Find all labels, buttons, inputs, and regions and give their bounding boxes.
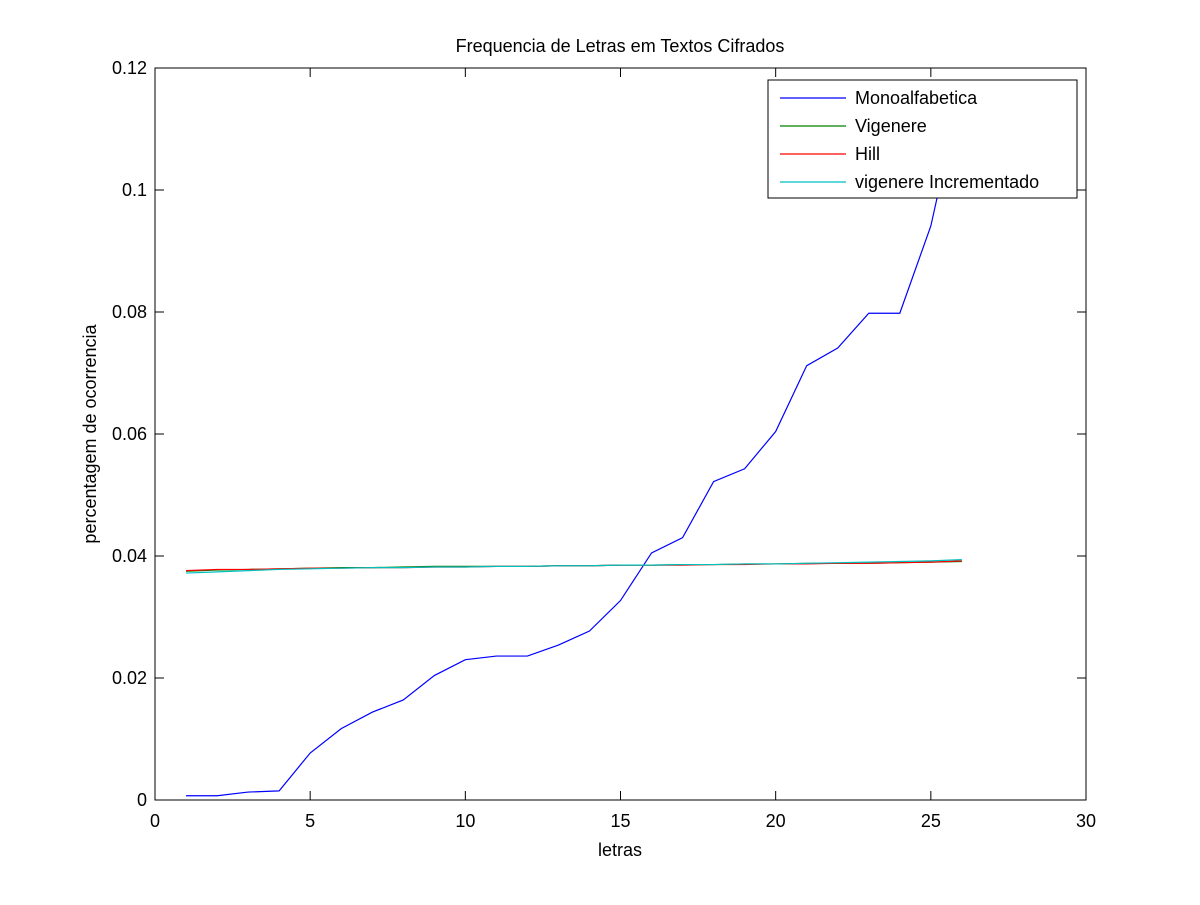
y-tick-label: 0.04 <box>112 546 147 566</box>
x-axis-label: letras <box>598 840 642 860</box>
y-tick-label: 0.02 <box>112 668 147 688</box>
x-tick-label: 5 <box>305 811 315 831</box>
x-tick-label: 0 <box>150 811 160 831</box>
series-line-vigenere-incrementado <box>186 559 962 574</box>
y-tick-label: 0.12 <box>112 58 147 78</box>
x-tick-label: 15 <box>610 811 630 831</box>
y-tick-label: 0.08 <box>112 302 147 322</box>
x-axis-ticks: 0 5 10 15 20 25 30 <box>150 68 1096 831</box>
x-tick-label: 25 <box>921 811 941 831</box>
x-tick-label: 10 <box>455 811 475 831</box>
legend-label: Monoalfabetica <box>855 88 978 108</box>
y-tick-label: 0 <box>137 790 147 810</box>
y-axis-label: percentagem de ocorrencia <box>80 323 100 543</box>
y-tick-label: 0.1 <box>122 180 147 200</box>
y-tick-label: 0.06 <box>112 424 147 444</box>
chart-title: Frequencia de Letras em Textos Cifrados <box>456 36 785 56</box>
x-tick-label: 20 <box>766 811 786 831</box>
legend-entries: Monoalfabetica Vigenere Hill vigenere Incre… <box>780 88 1039 192</box>
x-tick-label: 30 <box>1076 811 1096 831</box>
series-layer <box>186 86 963 797</box>
legend-label: Vigenere <box>855 116 927 136</box>
legend-label: vigenere Incrementado <box>855 172 1039 192</box>
legend: Monoalfabetica Vigenere Hill vigenere Incre… <box>767 79 1078 199</box>
legend-label: Hill <box>855 144 880 164</box>
legend-box <box>767 79 1078 199</box>
y-axis-ticks: 0 0.02 0.04 0.06 0.08 0.1 0.12 <box>112 58 1086 810</box>
series-line-monoalfabetica <box>186 86 963 797</box>
